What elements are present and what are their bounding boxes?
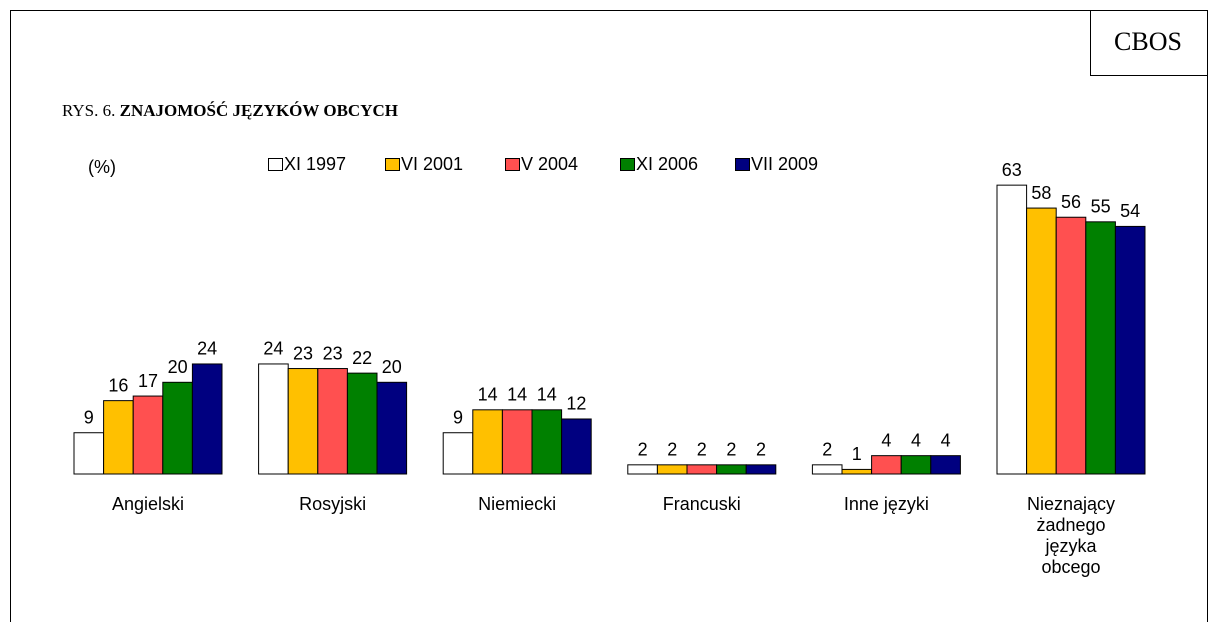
bar <box>627 464 658 475</box>
bar <box>1085 221 1116 475</box>
data-label: 23 <box>323 343 343 363</box>
bar <box>442 432 474 475</box>
data-label: 14 <box>478 385 498 405</box>
data-label: 4 <box>881 430 891 450</box>
bar <box>191 363 223 475</box>
data-label: 56 <box>1061 192 1081 212</box>
data-label: 55 <box>1091 197 1111 217</box>
data-label: 22 <box>352 348 372 368</box>
legend-label: V 2004 <box>521 154 578 174</box>
bar <box>811 464 843 475</box>
bar <box>716 464 747 475</box>
data-label: 2 <box>756 440 766 460</box>
data-label: 1 <box>852 444 862 464</box>
legend-swatch <box>505 158 520 171</box>
bar <box>1026 207 1057 475</box>
data-label: 24 <box>263 339 283 359</box>
bar <box>531 409 563 475</box>
x-tick-label: Angielski <box>111 494 185 514</box>
bar <box>162 381 193 475</box>
data-label: 54 <box>1120 201 1140 221</box>
legend-label: VI 2001 <box>401 154 463 174</box>
bar <box>656 464 688 475</box>
bar <box>686 464 718 475</box>
data-label: 63 <box>1002 160 1022 180</box>
data-label: 4 <box>941 430 951 450</box>
bar <box>472 409 503 475</box>
x-tick-label: Inne języki <box>843 494 929 514</box>
legend-label: XI 1997 <box>284 154 346 174</box>
data-label: 14 <box>507 385 527 405</box>
data-label: 2 <box>697 440 707 460</box>
bar <box>287 368 319 475</box>
data-label: 12 <box>566 394 586 414</box>
bar <box>745 464 777 475</box>
x-tick-label: Rosyjski <box>299 494 367 514</box>
brand-box <box>1090 10 1208 76</box>
legend-swatch <box>385 158 400 171</box>
data-label: 16 <box>108 375 128 395</box>
x-tick-label: Niemiecki <box>478 494 557 514</box>
x-tick-label: Francuski <box>662 494 741 514</box>
bar <box>1055 216 1087 475</box>
legend-label: VII 2009 <box>751 154 818 174</box>
bar <box>561 418 592 475</box>
data-label: 17 <box>138 371 158 391</box>
bar <box>258 363 289 475</box>
unit-label: (%) <box>88 157 116 177</box>
bar <box>376 381 408 475</box>
chart-title: ZNAJOMOŚĆ JĘZYKÓW OBCYCH <box>120 101 398 120</box>
data-label: 20 <box>168 357 188 377</box>
bar <box>501 409 533 475</box>
data-label: 2 <box>726 440 736 460</box>
legend-label: XI 2006 <box>636 154 698 174</box>
data-label: 2 <box>822 440 832 460</box>
data-label: 14 <box>537 385 557 405</box>
x-tick-label: Nieznający żadnego języka obcego <box>1026 494 1116 577</box>
legend-swatch <box>735 158 750 171</box>
title-line: RYS. 6. ZNAJOMOŚĆ JĘZYKÓW OBCYCH <box>62 101 398 120</box>
bar <box>132 395 164 475</box>
data-label: 2 <box>638 440 648 460</box>
legend-swatch <box>268 158 283 171</box>
data-label: 2 <box>667 440 677 460</box>
bar <box>996 184 1028 475</box>
data-label: 24 <box>197 339 217 359</box>
legend-swatch <box>620 158 635 171</box>
bar <box>900 455 932 475</box>
data-label: 4 <box>911 430 921 450</box>
bar <box>930 455 961 475</box>
bar <box>317 368 348 475</box>
data-label: 9 <box>453 407 463 427</box>
bar <box>1114 225 1146 475</box>
data-label: 9 <box>84 407 94 427</box>
title-prefix: RYS. 6. <box>62 101 115 120</box>
brand: CBOS <box>1114 27 1182 56</box>
bar <box>871 455 902 475</box>
bar <box>346 372 378 475</box>
bar <box>841 468 873 475</box>
data-label: 58 <box>1031 183 1051 203</box>
bar <box>103 400 134 475</box>
bar <box>73 432 105 475</box>
data-label: 20 <box>382 357 402 377</box>
data-label: 23 <box>293 343 313 363</box>
